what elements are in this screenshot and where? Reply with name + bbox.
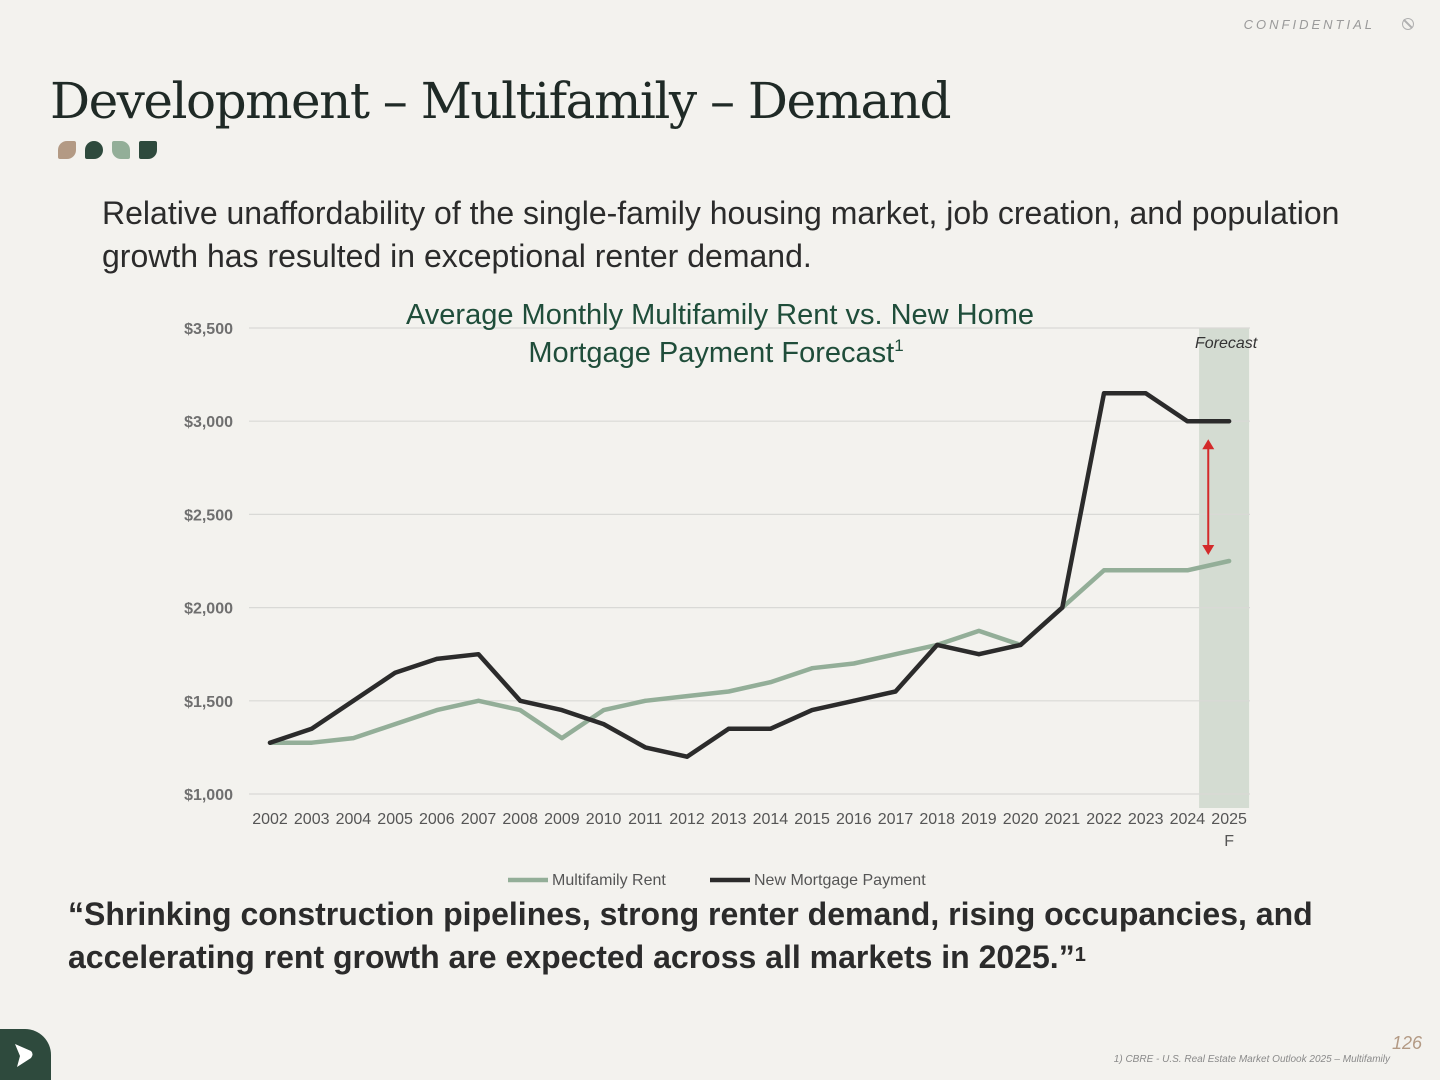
data-point bbox=[351, 736, 356, 741]
data-point bbox=[559, 708, 564, 713]
x-tick-label: 2020 bbox=[1003, 811, 1039, 828]
y-tick-label: $3,500 bbox=[184, 321, 233, 338]
data-point bbox=[726, 689, 731, 694]
x-tick-label: 2006 bbox=[419, 811, 455, 828]
x-tick-label: 2013 bbox=[711, 811, 747, 828]
data-point bbox=[476, 698, 481, 703]
leaf-logo-icon bbox=[15, 1044, 33, 1067]
gap-arrow-head-down bbox=[1202, 545, 1215, 555]
data-point bbox=[434, 656, 439, 661]
legend-label: Multifamily Rent bbox=[552, 872, 666, 889]
x-tick-label: 2008 bbox=[502, 811, 538, 828]
data-point bbox=[601, 722, 606, 727]
data-point bbox=[1185, 419, 1190, 424]
x-tick-label: 2010 bbox=[586, 811, 622, 828]
y-tick-label: $1,000 bbox=[184, 787, 233, 804]
page-title: Development – Multifamily – Demand bbox=[50, 72, 952, 130]
leaf-icon bbox=[139, 141, 157, 159]
data-point bbox=[976, 652, 981, 657]
data-point bbox=[1018, 642, 1023, 647]
company-logo bbox=[0, 1029, 51, 1080]
data-point bbox=[1102, 391, 1106, 396]
x-tick-label: 2002 bbox=[252, 811, 288, 828]
summary-text: Relative unaffordability of the single-f… bbox=[102, 195, 1340, 274]
data-point bbox=[810, 708, 815, 713]
data-point bbox=[351, 698, 356, 703]
data-point bbox=[309, 726, 314, 731]
leaf-icon bbox=[58, 141, 76, 159]
x-tick-label: 2017 bbox=[878, 811, 914, 828]
x-tick-label: 2015 bbox=[794, 811, 830, 828]
data-point bbox=[393, 670, 398, 675]
source-footnote: 1) CBRE - U.S. Real Estate Market Outloo… bbox=[1113, 1054, 1390, 1065]
data-point bbox=[810, 666, 815, 671]
forecast-label: Forecast bbox=[1195, 335, 1258, 352]
data-point bbox=[851, 698, 856, 703]
x-tick-label: 2011 bbox=[628, 811, 663, 828]
data-point bbox=[1227, 419, 1232, 424]
series-line bbox=[267, 390, 1232, 759]
legend-label: New Mortgage Payment bbox=[754, 872, 926, 889]
data-point bbox=[1102, 568, 1106, 573]
data-point bbox=[1143, 391, 1148, 396]
data-point bbox=[643, 698, 648, 703]
data-point bbox=[1227, 559, 1232, 563]
x-tick-label: 2007 bbox=[461, 811, 497, 828]
x-tick-label: 2018 bbox=[919, 811, 955, 828]
data-point bbox=[976, 628, 981, 633]
cbre-quote: “Shrinking construction pipelines, stron… bbox=[68, 893, 1388, 979]
series-line bbox=[267, 558, 1232, 745]
quote-text: “Shrinking construction pipelines, stron… bbox=[68, 896, 1313, 975]
data-point bbox=[893, 652, 898, 657]
x-tick-label: 2012 bbox=[669, 811, 705, 828]
x-tick-label: 2023 bbox=[1128, 811, 1164, 828]
x-tick-label: 2021 bbox=[1045, 811, 1081, 828]
data-point bbox=[309, 740, 314, 745]
x-tick-label: 2022 bbox=[1086, 811, 1122, 828]
data-point bbox=[1185, 568, 1190, 573]
data-point bbox=[768, 726, 773, 731]
x-tick-label: 2009 bbox=[544, 811, 580, 828]
rent-vs-mortgage-chart: Forecast $1,000 $1,500 $2,000 $2,500 $3,000 $3… bbox=[184, 300, 1258, 889]
leaf-icon bbox=[112, 141, 130, 159]
y-tick-label: $1,500 bbox=[184, 694, 233, 711]
data-point bbox=[476, 652, 481, 657]
x-tick-label: 2004 bbox=[336, 811, 372, 828]
data-point bbox=[893, 689, 898, 694]
confidential-label: CONFIDENTIAL bbox=[1243, 17, 1375, 32]
x-tick-label: 2024 bbox=[1170, 811, 1206, 828]
quote-footnote-marker: 1 bbox=[1074, 944, 1086, 966]
chart-title: Average Monthly Multifamily Rent vs. New… bbox=[406, 300, 1034, 369]
data-point bbox=[685, 754, 689, 759]
data-point bbox=[685, 694, 689, 699]
x-tick-label: 2025 F bbox=[1211, 811, 1247, 850]
y-tick-label: $2,500 bbox=[184, 507, 233, 524]
data-point bbox=[518, 698, 523, 703]
y-tick-label: $2,000 bbox=[184, 601, 233, 618]
restricted-icon bbox=[1402, 18, 1414, 30]
x-tick-label: 2005 bbox=[377, 811, 413, 828]
data-point bbox=[851, 661, 856, 666]
data-point bbox=[518, 708, 523, 713]
data-point bbox=[268, 740, 272, 745]
data-point bbox=[1060, 605, 1065, 610]
data-point bbox=[643, 745, 648, 750]
data-point bbox=[726, 726, 731, 731]
brand-leaf-marks bbox=[58, 141, 157, 159]
data-point bbox=[434, 708, 439, 713]
x-tick-label: 2014 bbox=[753, 811, 789, 828]
data-point bbox=[559, 736, 564, 741]
page-number: 126 bbox=[1392, 1033, 1423, 1053]
x-tick-label: 2019 bbox=[961, 811, 997, 828]
y-tick-label: $3,000 bbox=[184, 414, 233, 431]
data-point bbox=[935, 642, 940, 647]
data-point bbox=[601, 708, 606, 713]
leaf-icon bbox=[85, 141, 103, 159]
data-point bbox=[1143, 568, 1148, 573]
gap-arrow-head-up bbox=[1202, 439, 1215, 450]
data-point bbox=[393, 722, 398, 727]
data-point bbox=[768, 680, 773, 685]
x-tick-label: 2003 bbox=[294, 811, 330, 828]
x-tick-label: 2016 bbox=[836, 811, 872, 828]
